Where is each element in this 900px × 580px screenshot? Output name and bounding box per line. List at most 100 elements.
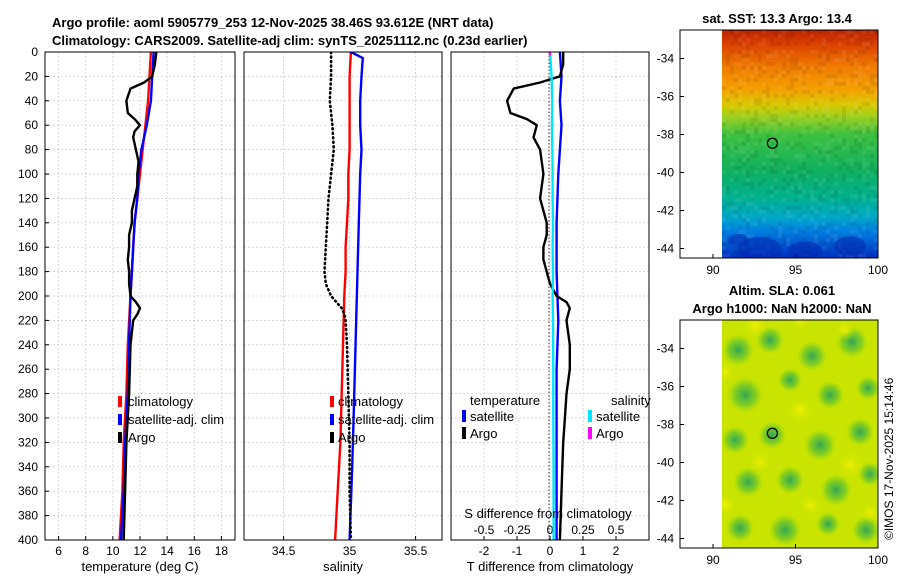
- x-tick-label: 0: [547, 544, 554, 558]
- y-tick-label: 140: [18, 216, 38, 230]
- legend-label-satellite-s: satellite: [596, 409, 640, 424]
- legend-swatch-satellite-s: [588, 410, 592, 422]
- sla-map-title-2: Argo h1000: NaN h2000: NaN: [692, 301, 871, 316]
- series-line-argo: [122, 52, 158, 540]
- y-tick-label: 300: [18, 411, 38, 425]
- y-tick-label: 220: [18, 313, 38, 327]
- x-tick-label: 95: [789, 263, 803, 277]
- y-tick-label: 160: [18, 240, 38, 254]
- x-tick-label: 95: [789, 553, 803, 567]
- legend-swatch-satellite: [118, 414, 122, 425]
- x-tick-label: 90: [706, 553, 720, 567]
- x-tick-label: 10: [106, 544, 120, 558]
- series-line-argo: [323, 52, 353, 540]
- y-tick-label: 240: [18, 338, 38, 352]
- legend-swatch-argo: [118, 432, 122, 443]
- series-line-satellite-adj-clim: [348, 52, 364, 540]
- y-tick-label: -40: [657, 456, 675, 470]
- difference-xlabel: T difference from climatology: [467, 559, 634, 574]
- legend-label-climatology: climatology: [128, 394, 194, 409]
- salinity-panel: 34.5 35 35.5 salinity climatology satellit…: [243, 51, 443, 574]
- y-tick-label: -42: [657, 204, 675, 218]
- legend-label-argo-t: Argo: [470, 426, 497, 441]
- y-tick-label: 260: [18, 362, 38, 376]
- temperature-legend: climatology satellite-adj. clim Argo: [118, 394, 224, 445]
- top-x-tick-label: 0.5: [608, 523, 625, 537]
- y-tick-label: 100: [18, 167, 38, 181]
- x-tick-label: 14: [160, 544, 174, 558]
- legend-label-argo: Argo: [128, 430, 155, 445]
- sst-map-panel: sat. SST: 13.3 Argo: 13.4 90 95 100 -34 -36 -…: [657, 11, 889, 277]
- series-line-satellite-adj-clim: [119, 52, 155, 540]
- imos-watermark: ©IMOS 17-Nov-2025 15:14:46: [882, 377, 896, 540]
- x-tick-label: 12: [133, 544, 147, 558]
- legend-swatch-argo-t: [462, 427, 466, 439]
- series-line-satellite-s: [548, 52, 555, 540]
- sla-map-title-1: Altim. SLA: 0.061: [729, 283, 835, 298]
- difference-legend: temperature salinity satellite Argo sate…: [462, 393, 651, 441]
- y-tick-label: 400: [18, 533, 38, 547]
- top-x-tick-label: 0.25: [571, 523, 595, 537]
- temperature-panel: 0 20 40 60 80 100 120 140 160 180 200 220 240 260 280 3…: [18, 45, 236, 574]
- legend-heading-salinity: salinity: [611, 393, 651, 408]
- y-tick-label: 40: [25, 94, 39, 108]
- temperature-xlabel: temperature (deg C): [81, 559, 198, 574]
- legend-label-argo: Argo: [338, 430, 365, 445]
- y-tick-label: 0: [31, 45, 38, 59]
- argo-position-marker: [766, 427, 779, 439]
- sla-map-panel: Altim. SLA: 0.061 Argo h1000: NaN h2000:…: [657, 283, 889, 567]
- legend-swatch-climatology: [330, 396, 334, 407]
- sst-map-title: sat. SST: 13.3 Argo: 13.4: [702, 11, 853, 26]
- y-tick-label: 280: [18, 387, 38, 401]
- y-tick-label: -36: [657, 90, 675, 104]
- legend-swatch-satellite: [330, 414, 334, 425]
- y-tick-label: 20: [25, 69, 39, 83]
- y-tick-label: 180: [18, 265, 38, 279]
- x-tick-label: 16: [188, 544, 202, 558]
- sst-heatmap: [722, 30, 878, 258]
- legend-label-argo-s: Argo: [596, 426, 623, 441]
- y-tick-label: -38: [657, 128, 675, 142]
- x-tick-label: 6: [55, 544, 62, 558]
- title-line-2: Climatology: CARS2009. Satellite-adj cli…: [52, 33, 527, 48]
- y-tick-label: -44: [657, 532, 675, 546]
- x-tick-label: 1: [580, 544, 587, 558]
- y-tick-label: -44: [657, 242, 675, 256]
- x-tick-label: 90: [706, 263, 720, 277]
- x-tick-label: 100: [868, 553, 888, 567]
- y-tick-label: -34: [657, 342, 675, 356]
- y-tick-label: 120: [18, 191, 38, 205]
- y-tick-label: -38: [657, 418, 675, 432]
- x-tick-label: 100: [868, 263, 888, 277]
- series-line-satellite-t: [555, 52, 563, 540]
- legend-label-satellite: satellite-adj. clim: [128, 412, 224, 427]
- legend-heading-temperature: temperature: [470, 393, 540, 408]
- difference-axes-frame: [450, 51, 650, 541]
- y-tick-label: 340: [18, 460, 38, 474]
- title-line-1: Argo profile: aoml 5905779_253 12-Nov-20…: [52, 15, 494, 30]
- top-x-tick-label: -0.25: [503, 523, 531, 537]
- salinity-legend: climatology satellite-adj. clim Argo: [330, 394, 434, 445]
- y-tick-label: -36: [657, 380, 675, 394]
- x-tick-label: 2: [613, 544, 620, 558]
- series-line-argo-t: [505, 52, 571, 540]
- y-tick-label: -42: [657, 494, 675, 508]
- sst-map-frame: [679, 29, 879, 259]
- temperature-axes-frame: [44, 51, 236, 541]
- legend-label-satellite-t: satellite: [470, 409, 514, 424]
- sla-heatmap: [722, 320, 878, 548]
- difference-panel: -2 -1 0 1 2 -0.5 -0.25 0 0.25 0.5 T difference f…: [450, 51, 651, 574]
- y-tick-label: 320: [18, 435, 38, 449]
- difference-top-xlabel: S difference from climatology: [464, 506, 632, 521]
- sla-map-frame: [679, 319, 879, 549]
- series-line-climatology: [333, 52, 353, 540]
- top-x-tick-label: 0: [547, 523, 554, 537]
- legend-swatch-climatology: [118, 396, 122, 407]
- argo-position-marker: [766, 137, 779, 149]
- x-tick-label: 8: [82, 544, 89, 558]
- salinity-xlabel: salinity: [323, 559, 363, 574]
- x-tick-label: 35.5: [404, 544, 428, 558]
- y-tick-label: 80: [25, 143, 39, 157]
- y-tick-label: 360: [18, 484, 38, 498]
- legend-label-climatology: climatology: [338, 394, 404, 409]
